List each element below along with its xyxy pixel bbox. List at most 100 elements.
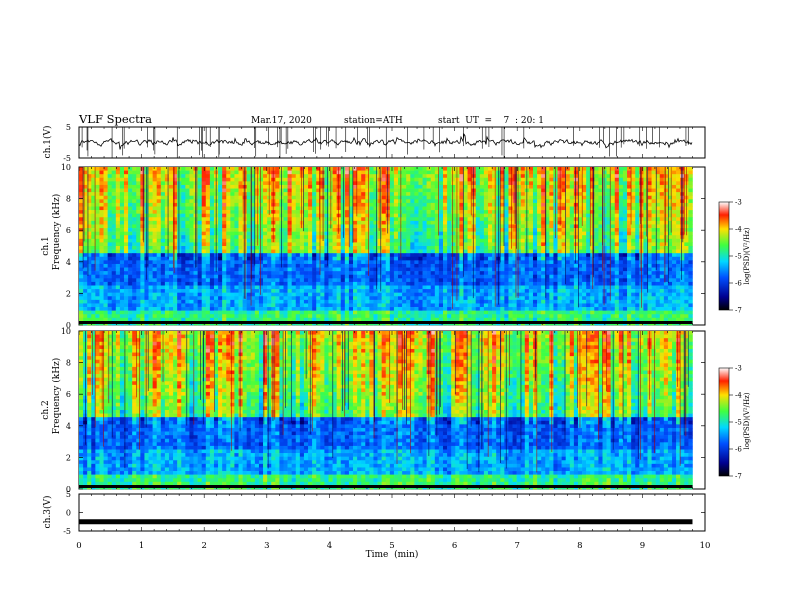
- spectrogram-cell: [140, 206, 145, 211]
- spectrogram-cell: [173, 228, 178, 232]
- spectrogram-cell: [443, 260, 448, 265]
- spectrogram-cell: [263, 206, 268, 211]
- spectrogram-cell: [123, 281, 129, 286]
- spectrogram-cell: [414, 246, 419, 250]
- spectrogram-cell: [209, 206, 215, 211]
- spectrogram-cell: [561, 199, 566, 204]
- spectrogram-cell: [471, 228, 477, 232]
- spectrogram-cell: [455, 202, 460, 207]
- spectrogram-cell: [451, 188, 456, 193]
- spectrogram-cell: [83, 274, 88, 279]
- spectrogram-cell: [582, 217, 587, 222]
- spectrogram-cell: [197, 184, 202, 189]
- spectrogram-cell: [152, 278, 158, 283]
- spectrogram-cell: [95, 174, 100, 179]
- spectrogram-cell: [541, 260, 546, 265]
- spectrogram-cell: [541, 242, 546, 247]
- spectrogram-cell: [684, 242, 689, 247]
- spectrogram-cell: [299, 238, 305, 243]
- spectrogram-cell: [242, 195, 247, 200]
- spectrogram-cell: [618, 217, 624, 222]
- spectrogram-cell: [357, 249, 362, 254]
- spectrogram-cell: [197, 206, 202, 211]
- spectrogram-cell: [91, 188, 96, 193]
- spectrogram-cell: [263, 253, 268, 258]
- spectrogram-cell: [340, 192, 346, 197]
- spectrogram-cell: [189, 238, 194, 243]
- spectrogram-cell: [119, 256, 125, 261]
- spectrogram-cell: [283, 199, 288, 204]
- spectrogram-cell: [500, 174, 505, 179]
- spectrogram-cell: [492, 228, 497, 232]
- spectrogram-cell: [365, 228, 370, 232]
- spectrogram-cell: [209, 217, 215, 222]
- spectrogram-cell: [316, 217, 321, 222]
- spectrogram-cell: [577, 235, 583, 240]
- spectrogram-cell: [361, 253, 366, 258]
- spectrogram-cell: [230, 274, 235, 279]
- spectrogram-cell: [455, 271, 460, 276]
- spectrogram-cell: [516, 188, 522, 193]
- spectrogram-cell: [573, 238, 579, 243]
- spectrogram-cell: [373, 278, 378, 283]
- spectrogram-cell: [238, 246, 243, 250]
- spectrogram-cell: [614, 202, 620, 207]
- spectrogram-cell: [185, 181, 190, 186]
- spectrogram-cell: [324, 206, 329, 211]
- spectrogram-cell: [406, 174, 411, 179]
- spectrogram-cell: [324, 263, 329, 268]
- spectrogram-cell: [688, 181, 693, 186]
- spectrogram-cell: [487, 242, 493, 247]
- spectrogram-cell: [541, 192, 546, 197]
- spectrogram-cell: [582, 192, 587, 197]
- spectrogram-cell: [688, 228, 693, 232]
- spectrogram-cell: [201, 167, 207, 171]
- spectrogram-cell: [361, 278, 366, 283]
- spectrogram-cell: [254, 253, 260, 258]
- spectrogram-cell: [213, 274, 219, 279]
- spectrogram-cell: [631, 188, 636, 193]
- spectrogram-cell: [320, 263, 325, 268]
- spectrogram-cell: [418, 181, 423, 186]
- spectrogram-cell: [107, 281, 113, 286]
- spectrogram-cell: [688, 260, 693, 265]
- spectrogram-cell: [594, 224, 599, 229]
- spectrogram-cell: [357, 267, 362, 272]
- spectrogram-cell: [177, 278, 182, 283]
- spectrogram-cell: [275, 235, 280, 240]
- spectrogram-cell: [340, 267, 346, 272]
- spectrogram-cell: [373, 177, 378, 182]
- spectrogram-cell: [434, 181, 440, 186]
- spectrogram-cell: [287, 167, 292, 171]
- spectrogram-cell: [451, 192, 456, 197]
- spectrogram-cell: [181, 260, 186, 265]
- spectrogram-cell: [222, 238, 227, 243]
- spectrogram-cell: [303, 246, 309, 250]
- spectrogram-cell: [430, 192, 436, 197]
- spectrogram-cell: [128, 192, 133, 197]
- spectrogram-cell: [238, 267, 243, 272]
- spectrogram-cell: [201, 206, 207, 211]
- spectrogram-cell: [348, 271, 354, 276]
- spectrogram-cell: [111, 181, 117, 186]
- spectrogram-cell: [565, 217, 571, 222]
- spectrogram-cell: [263, 249, 268, 254]
- spectrogram-cell: [553, 246, 558, 250]
- spectrogram-cell: [459, 199, 464, 204]
- spectrogram-cell: [549, 181, 554, 186]
- spectrogram-cell: [299, 170, 305, 175]
- spectrogram-cell: [643, 181, 648, 186]
- spectrogram-cell: [582, 224, 587, 229]
- spectrogram-cell: [586, 231, 591, 236]
- spectrogram-cell: [647, 195, 652, 200]
- spectrogram-cell: [598, 192, 603, 197]
- spectrogram-cell: [410, 256, 415, 261]
- spectrogram-cell: [238, 224, 243, 229]
- spectrogram-cell: [492, 206, 497, 211]
- spectrogram-cell: [263, 271, 268, 276]
- spectrogram-cell: [205, 195, 211, 200]
- spectrogram-cell: [238, 192, 243, 197]
- spectrogram-cell: [492, 271, 497, 276]
- spectrogram-cell: [508, 199, 513, 204]
- spectrogram-cell: [181, 220, 186, 225]
